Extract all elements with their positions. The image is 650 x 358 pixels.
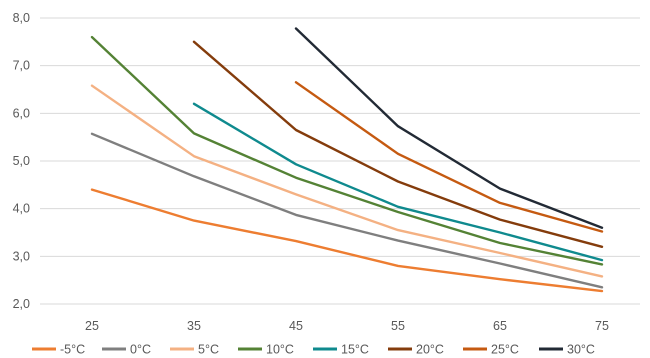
series-line xyxy=(90,188,604,293)
x-tick-label: 75 xyxy=(595,319,609,333)
series-line xyxy=(294,81,604,233)
y-axis-ticks: 2,0 3,0 4,0 5,0 6,0 7,0 8,0 xyxy=(13,11,30,311)
series-line xyxy=(90,132,604,289)
y-tick-label: 2,0 xyxy=(13,297,30,311)
series-line xyxy=(90,84,604,278)
series-line xyxy=(192,102,604,262)
legend-label: 20°C xyxy=(416,343,444,357)
legend-label: -5°C xyxy=(60,343,85,357)
series-line xyxy=(192,40,604,249)
y-tick-label: 4,0 xyxy=(13,202,30,216)
legend-label: 15°C xyxy=(341,343,369,357)
legend-label: 30°C xyxy=(567,343,595,357)
legend: -5°C 0°C 5°C 10°C 15°C 20°C 25°C 30°C xyxy=(32,343,595,357)
x-tick-label: 35 xyxy=(187,319,201,333)
x-tick-label: 55 xyxy=(391,319,405,333)
x-tick-label: 25 xyxy=(85,319,99,333)
legend-label: 0°C xyxy=(130,343,151,357)
legend-label: 10°C xyxy=(266,343,294,357)
y-tick-label: 7,0 xyxy=(13,59,30,73)
y-tick-label: 6,0 xyxy=(13,106,30,120)
legend-label: 5°C xyxy=(198,343,219,357)
x-axis-ticks: 25 35 45 55 65 75 xyxy=(85,319,609,333)
series-line xyxy=(294,27,604,229)
x-tick-label: 65 xyxy=(493,319,507,333)
x-tick-label: 45 xyxy=(289,319,303,333)
y-tick-label: 3,0 xyxy=(13,249,30,263)
y-tick-label: 8,0 xyxy=(13,11,30,25)
y-tick-label: 5,0 xyxy=(13,154,30,168)
gridlines xyxy=(40,17,640,305)
series-lines xyxy=(90,27,604,293)
legend-label: 25°C xyxy=(491,343,519,357)
series-line xyxy=(90,35,604,266)
